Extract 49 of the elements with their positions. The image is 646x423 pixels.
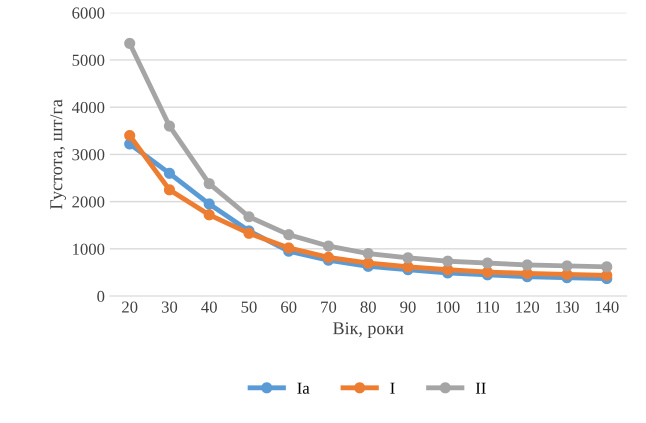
point (522, 259, 533, 270)
y-tick-label: 3000 (72, 149, 104, 160)
point (204, 198, 215, 210)
point (482, 266, 494, 278)
point (482, 257, 494, 269)
y-tick-label: 6000 (72, 7, 104, 19)
x-tick-label: 110 (476, 301, 500, 313)
point (204, 178, 215, 190)
point (362, 257, 374, 269)
x-tick-label: 50 (242, 301, 257, 313)
x-tick-label: 100 (436, 301, 460, 313)
legend-label: I (390, 382, 395, 394)
legend-label: II (476, 382, 486, 394)
point (601, 261, 612, 272)
x-tick-label: 40 (201, 301, 217, 313)
y-tick-label: 4000 (72, 102, 104, 114)
y-tick-label: 5000 (72, 54, 104, 66)
x-tick-label: 30 (162, 301, 178, 313)
y-axis-title: Густота, шт/га (50, 99, 66, 210)
point (283, 242, 294, 254)
point (204, 209, 215, 220)
x-axis-title: Вік, роки (333, 322, 404, 338)
point (243, 211, 255, 222)
point (402, 261, 414, 272)
point (402, 252, 414, 264)
x-tick-label: 90 (400, 301, 416, 313)
x-tick-label: 70 (321, 301, 336, 313)
point (283, 229, 294, 240)
legend-label: Ia (297, 382, 310, 394)
y-tick-label: 2000 (72, 196, 104, 208)
point (561, 260, 573, 272)
x-tick-label: 20 (122, 301, 138, 313)
point (164, 168, 176, 179)
point (124, 38, 136, 49)
point (322, 240, 334, 252)
x-tick-label: 60 (281, 301, 296, 313)
point (124, 130, 136, 142)
x-tick-label: 130 (556, 301, 579, 313)
point (322, 252, 334, 263)
x-tick-label: 80 (360, 301, 376, 313)
point (442, 256, 454, 267)
y-tick-label: 0 (97, 290, 104, 302)
point (164, 184, 176, 196)
x-tick-label: 140 (596, 301, 619, 313)
point (164, 120, 176, 132)
x-tick-label: 120 (516, 301, 540, 313)
point (243, 228, 255, 239)
y-tick-label: 1000 (73, 244, 104, 255)
point (362, 248, 374, 260)
